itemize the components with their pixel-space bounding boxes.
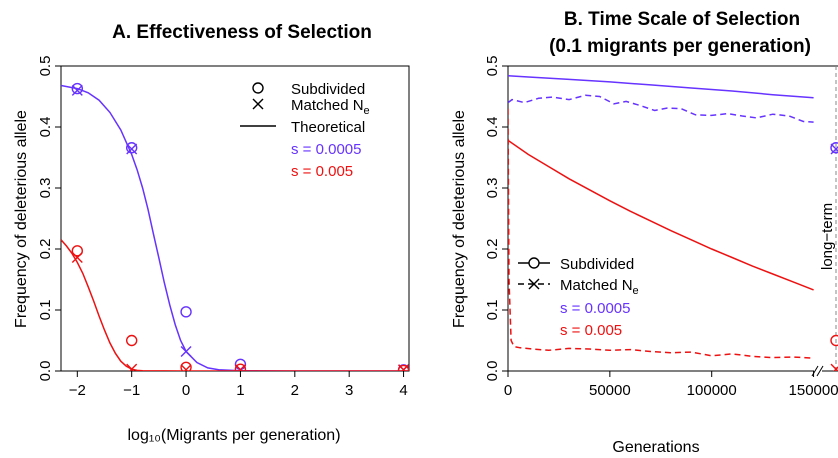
legend-circle-marker — [252, 82, 264, 94]
panel-a-ytick-label: 0.3 — [37, 178, 54, 199]
panel-b-y-ticks: 0.0 0.1 0.2 0.3 0.4 0.5 — [484, 56, 508, 382]
panel-a-ytick-label: 0.1 — [37, 300, 54, 321]
matched-point-red — [234, 364, 246, 371]
panel-b-ytick-label: 0.1 — [484, 300, 501, 321]
matched-point-purple — [180, 345, 192, 357]
matched-point-purple — [126, 143, 138, 155]
panel-b-xtick-label: 100000 — [687, 382, 737, 399]
panel-b-ytick-label: 0.2 — [484, 239, 501, 260]
axis-break-mark — [811, 365, 824, 377]
matched-line-purple — [508, 94, 814, 123]
subdivided-line-purple — [508, 75, 814, 99]
panel-a-ylabel: Frequency of deleterious allele — [13, 110, 30, 328]
panel-a-xtick-label: 2 — [291, 382, 299, 399]
panel-a-ytick-label: 0.2 — [37, 239, 54, 260]
subdivided-point-red — [234, 363, 247, 371]
panel-a-ytick-label: 0.0 — [37, 361, 54, 382]
legend-a-s-large: s = 0.005 — [291, 163, 353, 180]
matched-point-red — [180, 364, 192, 371]
legend-a-subdivided: Subdivided — [291, 81, 365, 98]
legend-b-matched: Matched Ne — [560, 277, 639, 297]
legend-b-s-small: s = 0.0005 — [560, 300, 630, 317]
long-term-matched-point-purple — [830, 143, 838, 155]
panel-b-ylabel: Frequency of deleterious allele — [451, 110, 468, 328]
panel-a-legend: Subdivided Matched Ne Theoretical s = 0.… — [240, 81, 370, 180]
long-term-subdivided-point-red — [830, 334, 838, 347]
panel-a-ytick-label: 0.5 — [37, 56, 54, 77]
legend-a-theoretical: Theoretical — [291, 119, 365, 136]
legend-a-matched-sub: e — [364, 105, 370, 117]
subdivided-point-red — [125, 334, 138, 347]
theoretical-line-purple — [61, 84, 409, 371]
subdivided-point-purple — [71, 82, 84, 95]
legend-b-matched-sub: e — [633, 285, 639, 297]
panel-a-xtick-label: 4 — [399, 382, 407, 399]
matched-point-purple — [71, 84, 83, 96]
panel-b-xtick-label: 50000 — [589, 382, 631, 399]
long-term-subdivided-point-purple — [830, 142, 838, 154]
panel-a-xtick-label: −2 — [69, 382, 86, 399]
legend-b-solid-line-marker — [518, 257, 550, 269]
panel-b-ytick-label: 0.0 — [484, 361, 501, 382]
panel-a: A. Effectiveness of Selection log₁₀(Migr… — [13, 22, 410, 444]
panel-a-xtick-label: 3 — [345, 382, 353, 399]
panel-b-title: B. Time Scale of Selection — [564, 9, 800, 30]
subdivided-point-purple — [125, 142, 138, 154]
panel-a-xtick-label: 0 — [182, 382, 190, 399]
subdivided-point-red — [71, 245, 84, 257]
legend-a-matched: Matched Ne — [291, 97, 370, 117]
panel-a-title: A. Effectiveness of Selection — [112, 22, 372, 43]
long-term-label: long−term — [819, 203, 836, 270]
subdivided-line-red — [508, 139, 814, 291]
panel-b-subtitle: (0.1 migrants per generation) — [549, 36, 811, 57]
panel-a-x-ticks: −2 −1 0 1 2 3 4 — [69, 371, 408, 399]
subdivided-point-red — [397, 364, 409, 371]
panel-b-ytick-label: 0.3 — [484, 178, 501, 199]
legend-a-s-small: s = 0.0005 — [291, 141, 361, 158]
matched-line-red — [508, 108, 814, 359]
panel-b-plot-area — [508, 75, 838, 371]
panel-b-xlabel: Generations — [612, 439, 699, 456]
panel-b-ytick-label: 0.4 — [484, 117, 501, 138]
legend-b-dashed-line-marker — [518, 278, 550, 290]
matched-point-red — [71, 252, 83, 264]
legend-b-subdivided: Subdivided — [560, 256, 634, 273]
legend-cross-marker — [252, 98, 264, 110]
legend-b-matched-label: Matched N — [560, 277, 633, 294]
theoretical-line-red — [61, 239, 409, 371]
panel-a-xlabel: log₁₀(Migrants per generation) — [127, 427, 340, 444]
subdivided-point-red — [180, 361, 192, 371]
panel-a-y-ticks: 0.0 0.1 0.2 0.3 0.4 0.5 — [37, 56, 61, 382]
matched-point-red — [126, 363, 138, 371]
panel-b-x-ticks: 0 50000 100000 150000 — [504, 371, 838, 399]
long-term-matched-point-red — [830, 363, 838, 371]
panel-b-xtick-label: 0 — [504, 382, 512, 399]
panel-a-xtick-label: 1 — [236, 382, 244, 399]
panel-a-ytick-label: 0.4 — [37, 117, 54, 138]
legend-b-s-large: s = 0.005 — [560, 322, 622, 339]
panel-b-ytick-label: 0.5 — [484, 56, 501, 77]
panel-b-legend: Subdivided Matched Ne s = 0.0005 s = 0.0… — [518, 256, 639, 339]
panel-b: B. Time Scale of Selection (0.1 migrants… — [451, 9, 838, 456]
panel-a-plot-area — [61, 82, 409, 371]
panel-a-xtick-label: −1 — [123, 382, 140, 399]
panel-b-xtick-label: 150000 — [789, 382, 838, 399]
matched-point-red — [398, 364, 409, 371]
legend-a-matched-label: Matched N — [291, 97, 364, 114]
subdivided-point-purple — [180, 306, 192, 318]
